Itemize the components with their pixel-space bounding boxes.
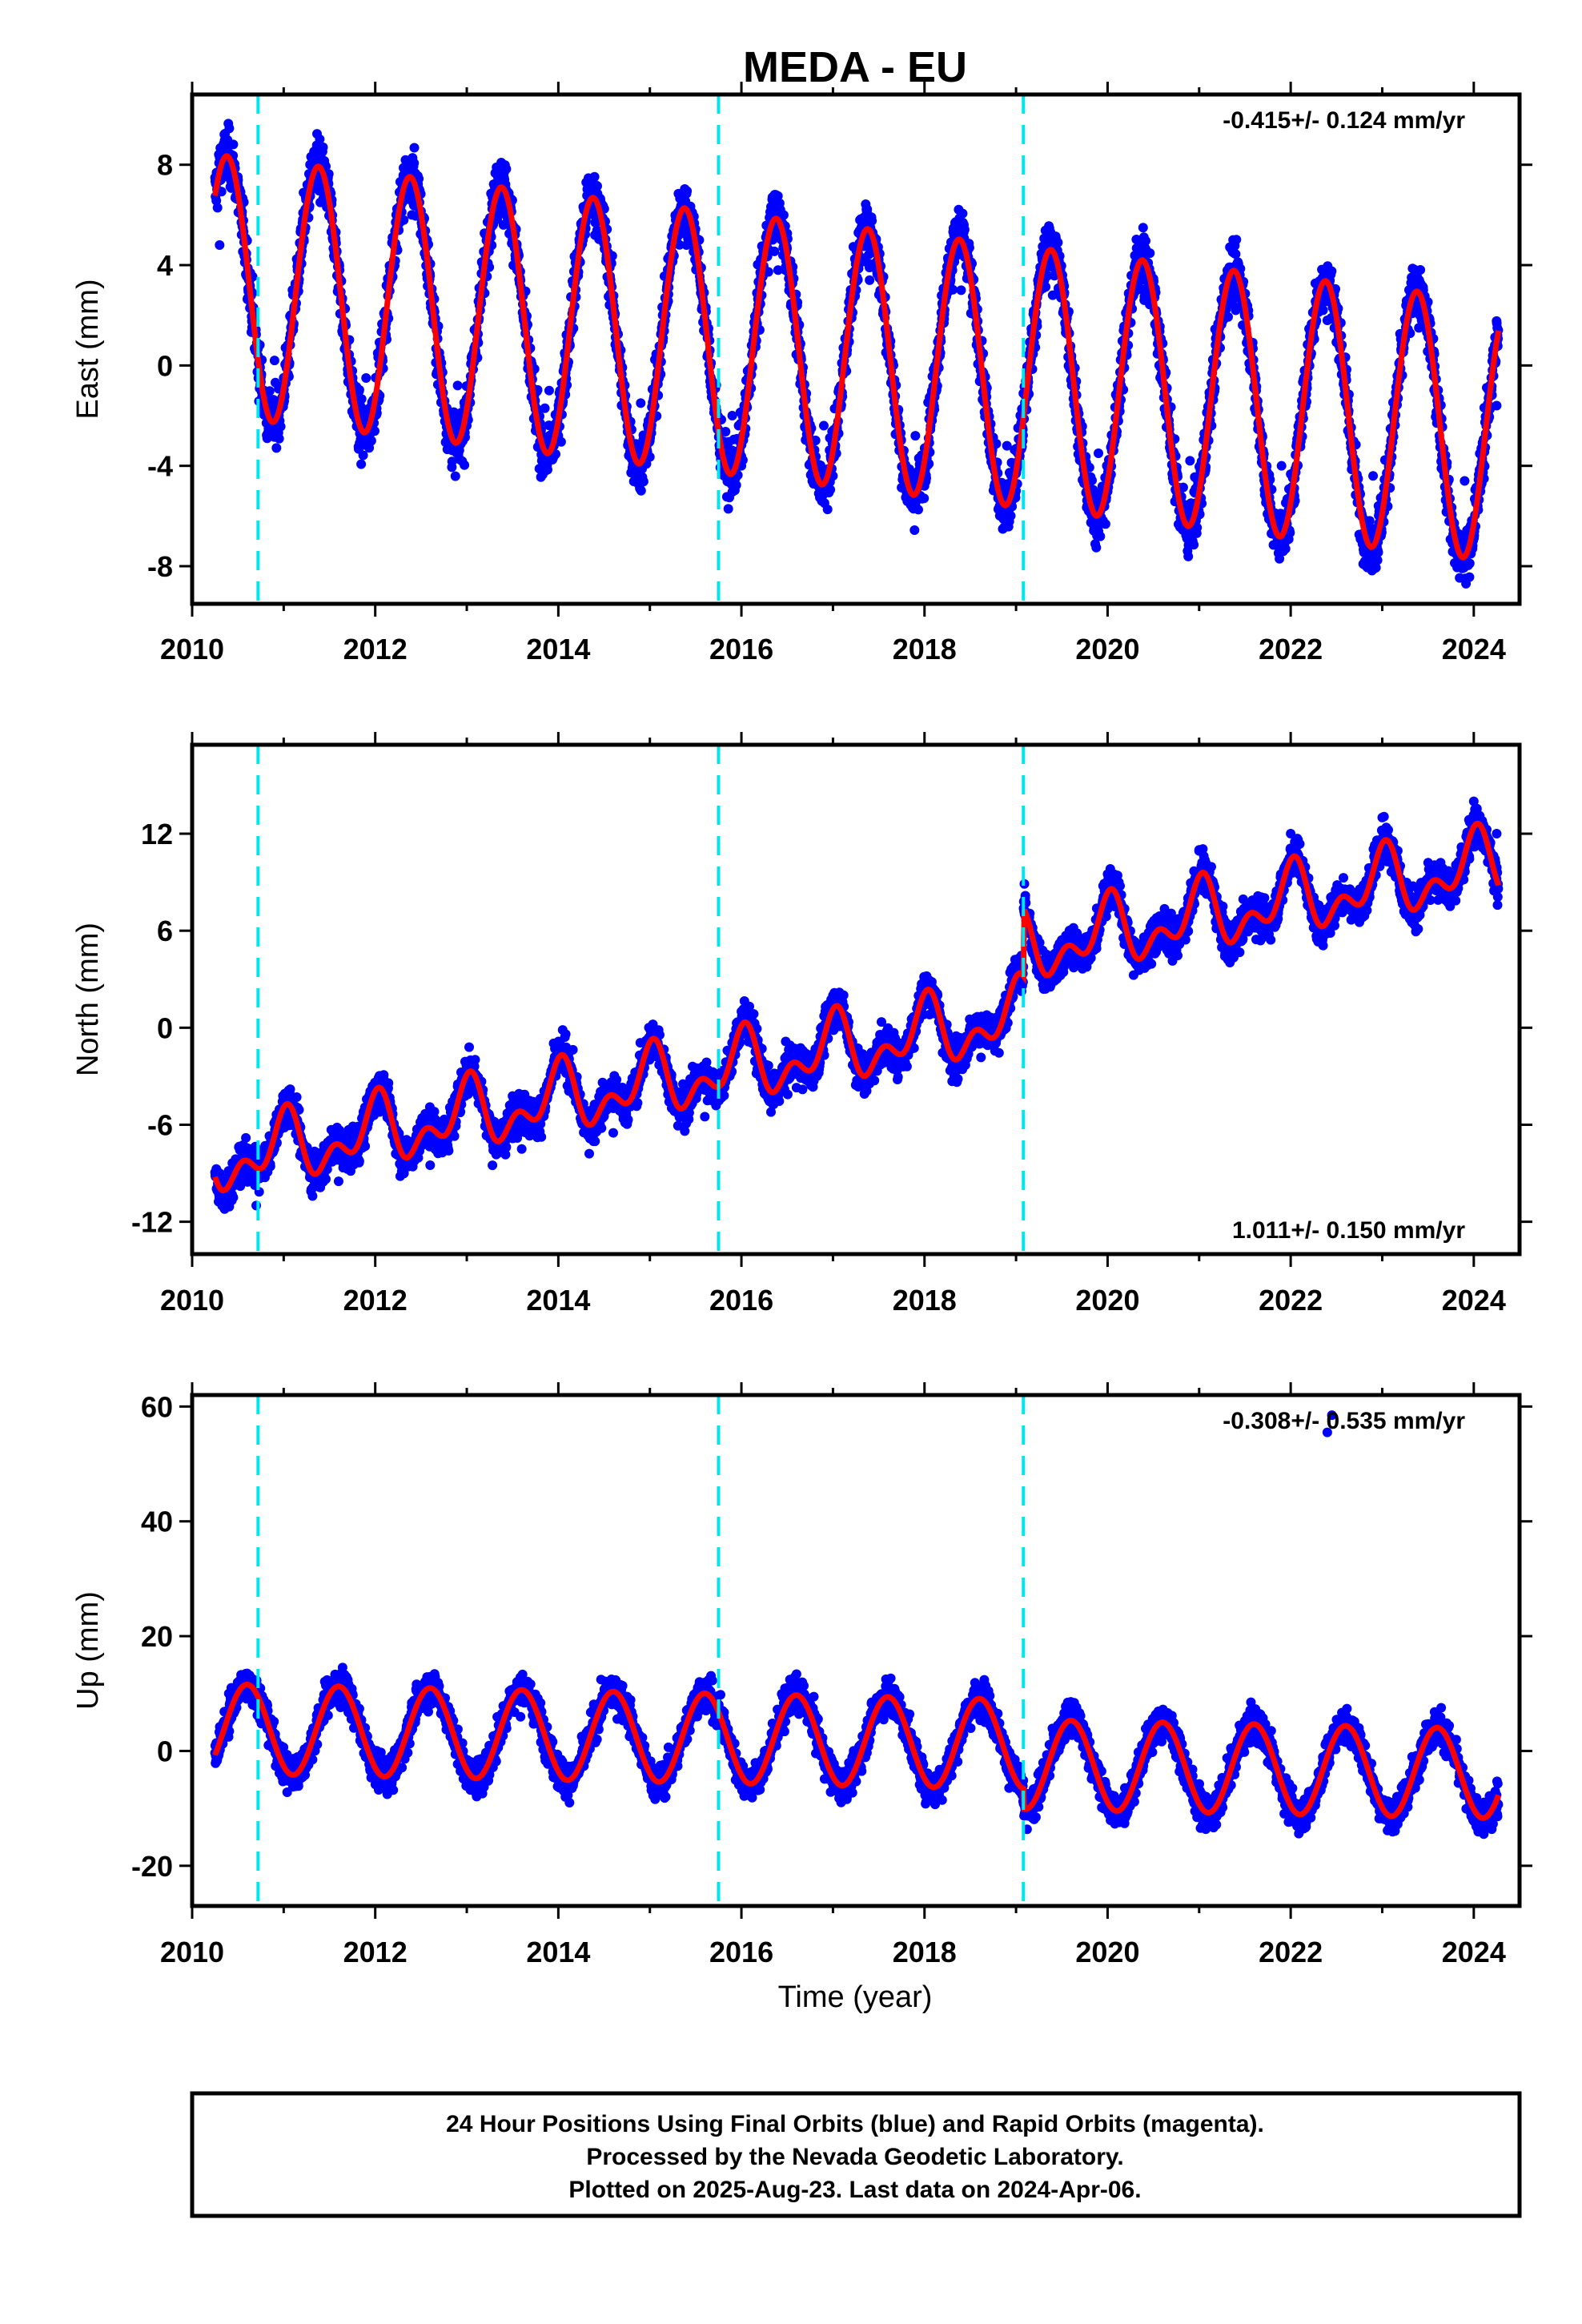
east-data-point — [264, 386, 275, 396]
east-data-point — [1318, 305, 1328, 316]
east-data-point — [959, 224, 970, 235]
east-data-point — [919, 493, 930, 504]
east-data-point — [212, 203, 223, 213]
east-data-point — [1364, 516, 1375, 526]
east-data-point — [450, 471, 460, 481]
east-data-point — [1192, 522, 1203, 533]
east-data-point — [274, 433, 284, 444]
east-data-point — [1087, 475, 1097, 485]
east-data-point — [1327, 266, 1337, 276]
east-data-point — [862, 204, 873, 215]
east-data-point — [540, 403, 550, 413]
east-data-point — [958, 208, 968, 219]
east-data-point — [224, 123, 235, 134]
east-data-point — [769, 246, 780, 256]
east-data-point — [1280, 544, 1291, 554]
east-data-point — [592, 181, 602, 191]
east-data-point — [1183, 551, 1194, 561]
east-data-point — [1275, 509, 1286, 519]
east-data-point — [810, 436, 821, 445]
east-data-point — [356, 394, 367, 404]
east-data-point — [825, 485, 836, 495]
east-data-point — [1372, 555, 1383, 565]
east-data-point — [913, 505, 923, 515]
east-data-point — [1141, 235, 1150, 246]
east-data-point — [460, 460, 470, 470]
east-data-point — [867, 215, 877, 226]
east-data-point — [1189, 540, 1199, 550]
east-data-point — [271, 443, 282, 453]
east-data-point — [773, 191, 783, 201]
east-data-point — [1373, 547, 1383, 557]
east-data-point — [763, 267, 773, 277]
east-data-point — [409, 143, 420, 153]
east-data-point — [447, 456, 457, 467]
east-data-point — [318, 142, 328, 152]
east-data-point — [275, 421, 286, 432]
east-data-point — [1178, 482, 1188, 493]
east-data-point — [682, 186, 693, 196]
east-data-point — [358, 450, 368, 460]
east-data-point — [1138, 223, 1148, 233]
east-data-point — [1275, 553, 1285, 564]
east-data-point — [721, 427, 731, 436]
east-data-point — [778, 210, 789, 220]
east-data-point — [228, 139, 239, 150]
east-data-point — [1006, 511, 1016, 521]
east-data-point — [909, 525, 920, 535]
east-data-point — [1231, 249, 1241, 259]
east-data-point — [501, 164, 512, 174]
east-data-point — [1042, 271, 1053, 281]
east-data-point — [354, 384, 364, 395]
east-data-point — [636, 485, 646, 496]
east-data-point — [1231, 235, 1242, 245]
east-data-point — [991, 439, 1002, 449]
east-data-point — [409, 158, 420, 168]
east-data-point — [551, 449, 560, 460]
east-data-point — [822, 505, 833, 515]
east-data-point — [948, 284, 958, 295]
east-data-point — [216, 187, 227, 197]
east-data-point — [1415, 265, 1426, 275]
east-data-point — [1145, 248, 1155, 259]
east-data-point — [356, 459, 367, 469]
chart-title: MEDA - EU — [743, 43, 967, 91]
east-data-point — [1100, 519, 1110, 529]
east-data-point — [1091, 542, 1102, 553]
east-data-point — [370, 426, 379, 436]
east-data-point — [315, 134, 325, 144]
east-data-point — [1053, 237, 1063, 247]
east-data-point — [1095, 531, 1106, 541]
east-data-point — [1084, 462, 1094, 472]
east-data-point — [589, 171, 600, 182]
east-data-point — [399, 215, 409, 225]
east-data-point — [1285, 528, 1295, 538]
east-data-point — [731, 480, 741, 490]
east-data-point — [543, 464, 552, 475]
east-data-point — [723, 504, 733, 514]
east-data-point — [1371, 562, 1381, 573]
east-data-point — [366, 436, 376, 446]
east-data-point — [1041, 282, 1051, 292]
east-data-point — [674, 239, 685, 250]
east-data-point — [638, 476, 648, 487]
east-data-point — [1223, 312, 1233, 322]
